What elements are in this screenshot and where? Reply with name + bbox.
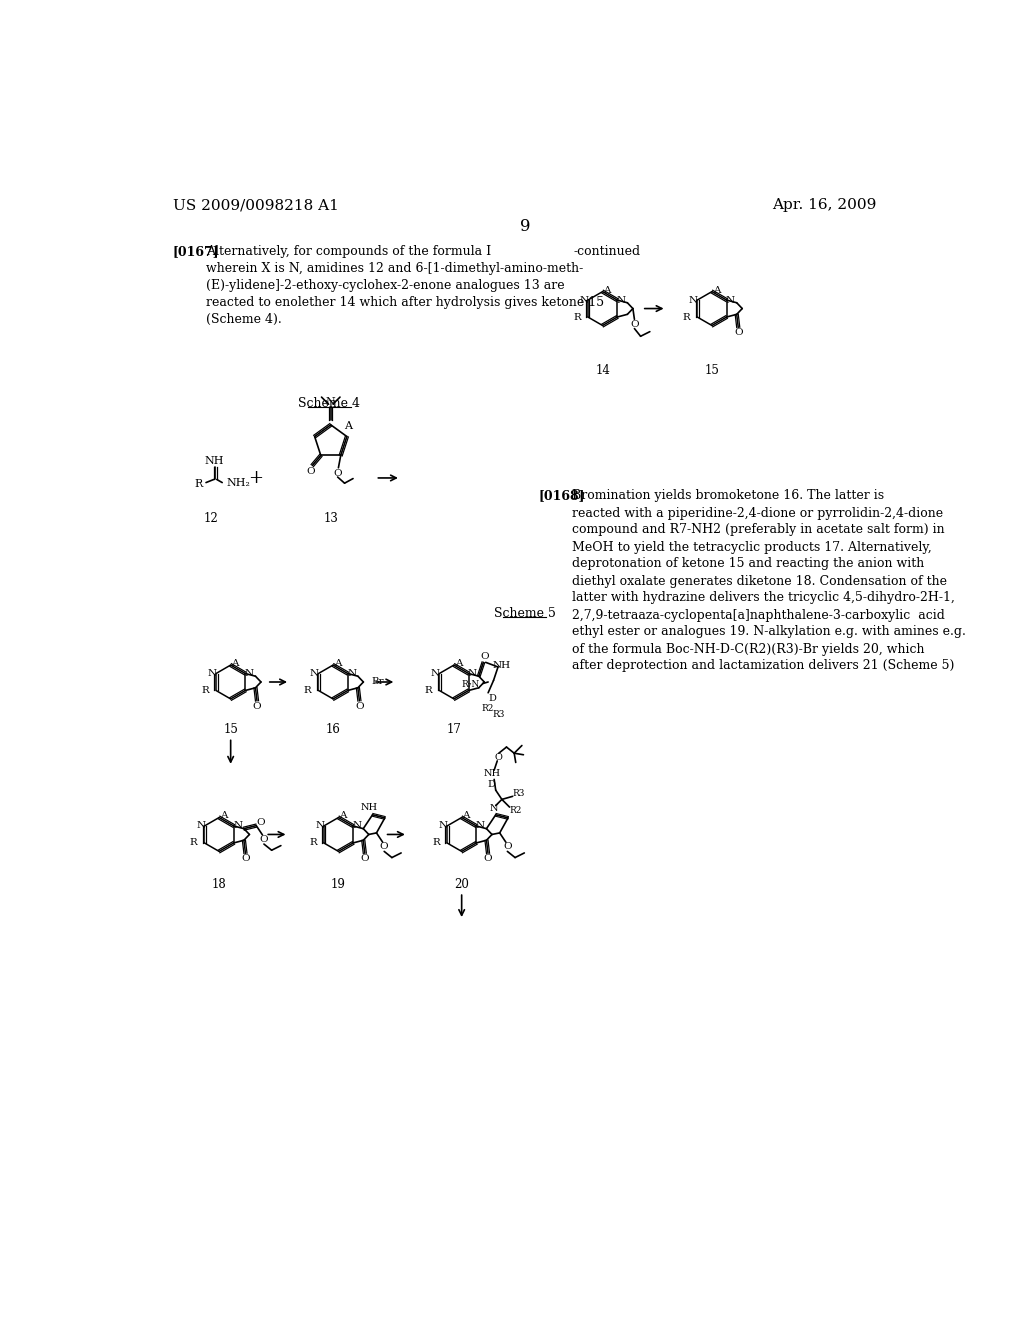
Text: A: A bbox=[339, 812, 347, 821]
Text: O: O bbox=[260, 836, 268, 843]
Text: [0168]: [0168] bbox=[539, 490, 585, 503]
Text: 16: 16 bbox=[326, 723, 341, 737]
Text: N: N bbox=[431, 669, 440, 678]
Text: A: A bbox=[463, 812, 470, 821]
Text: N: N bbox=[352, 821, 361, 830]
Text: A: A bbox=[713, 285, 720, 294]
Text: R3: R3 bbox=[492, 710, 505, 719]
Text: 9: 9 bbox=[519, 218, 530, 235]
Text: A: A bbox=[220, 812, 227, 821]
Text: R: R bbox=[304, 686, 311, 694]
Text: A: A bbox=[455, 659, 462, 668]
Text: O: O bbox=[334, 469, 342, 478]
Text: 19: 19 bbox=[331, 878, 346, 891]
Text: N: N bbox=[438, 821, 447, 830]
Text: O: O bbox=[495, 752, 503, 762]
Text: N: N bbox=[326, 397, 336, 407]
Text: Scheme 4: Scheme 4 bbox=[298, 397, 360, 411]
Text: D: D bbox=[488, 694, 496, 704]
Text: Br: Br bbox=[371, 677, 384, 686]
Text: A: A bbox=[231, 659, 239, 668]
Text: O: O bbox=[380, 842, 388, 851]
Text: N: N bbox=[245, 669, 254, 678]
Text: N: N bbox=[616, 296, 626, 305]
Text: O: O bbox=[253, 702, 261, 710]
Text: A: A bbox=[603, 285, 611, 294]
Text: O: O bbox=[483, 854, 493, 863]
Text: NH: NH bbox=[484, 768, 501, 777]
Text: R2: R2 bbox=[481, 705, 494, 713]
Text: N: N bbox=[580, 296, 589, 305]
Text: NH₂: NH₂ bbox=[226, 478, 250, 487]
Text: N: N bbox=[726, 296, 735, 305]
Text: R₇N: R₇N bbox=[462, 680, 479, 689]
Text: US 2009/0098218 A1: US 2009/0098218 A1 bbox=[173, 198, 339, 213]
Text: R2: R2 bbox=[510, 805, 522, 814]
Text: Scheme 5: Scheme 5 bbox=[494, 607, 556, 619]
Text: 12: 12 bbox=[204, 512, 219, 525]
Text: N: N bbox=[689, 296, 698, 305]
Text: Bromination yields bromoketone 16. The latter is
reacted with a piperidine-2,4-d: Bromination yields bromoketone 16. The l… bbox=[571, 490, 966, 672]
Text: Alternatively, for compounds of the formula I
wherein X is N, amidines 12 and 6-: Alternatively, for compounds of the form… bbox=[206, 244, 604, 326]
Text: R: R bbox=[202, 686, 209, 694]
Text: R: R bbox=[189, 838, 198, 847]
Text: A: A bbox=[334, 659, 341, 668]
Text: 15: 15 bbox=[705, 363, 719, 376]
Text: O: O bbox=[734, 329, 742, 338]
Text: D: D bbox=[487, 780, 495, 788]
Text: N: N bbox=[233, 821, 243, 830]
Text: O: O bbox=[630, 321, 639, 329]
Text: NH: NH bbox=[360, 803, 378, 812]
Text: 18: 18 bbox=[212, 878, 226, 891]
Text: O: O bbox=[306, 467, 315, 477]
Text: O: O bbox=[480, 652, 489, 661]
Text: N: N bbox=[347, 669, 356, 678]
Text: O: O bbox=[360, 854, 369, 863]
Text: 20: 20 bbox=[455, 878, 469, 891]
Text: 17: 17 bbox=[446, 723, 462, 737]
Text: R: R bbox=[573, 313, 581, 322]
Text: A: A bbox=[344, 421, 351, 432]
Text: +: + bbox=[249, 469, 263, 487]
Text: R: R bbox=[425, 686, 432, 694]
Text: R: R bbox=[683, 313, 690, 322]
Text: N: N bbox=[208, 669, 217, 678]
Text: 13: 13 bbox=[324, 512, 338, 525]
Text: N: N bbox=[196, 821, 205, 830]
Text: R: R bbox=[309, 838, 316, 847]
Text: R3: R3 bbox=[513, 789, 525, 797]
Text: Apr. 16, 2009: Apr. 16, 2009 bbox=[772, 198, 877, 213]
Text: N: N bbox=[310, 669, 319, 678]
Text: 15: 15 bbox=[223, 723, 239, 737]
Text: NH: NH bbox=[204, 455, 223, 466]
Text: N: N bbox=[315, 821, 325, 830]
Text: O: O bbox=[355, 702, 364, 710]
Text: [0167]: [0167] bbox=[173, 244, 219, 257]
Text: N: N bbox=[475, 821, 484, 830]
Text: R: R bbox=[432, 838, 440, 847]
Text: 14: 14 bbox=[595, 363, 610, 376]
Text: -continued: -continued bbox=[573, 244, 640, 257]
Text: NH: NH bbox=[493, 661, 511, 671]
Text: O: O bbox=[257, 818, 265, 828]
Text: O: O bbox=[241, 854, 250, 863]
Text: N: N bbox=[489, 804, 499, 813]
Text: O: O bbox=[503, 842, 512, 851]
Text: N: N bbox=[468, 669, 477, 678]
Text: R: R bbox=[194, 479, 202, 490]
